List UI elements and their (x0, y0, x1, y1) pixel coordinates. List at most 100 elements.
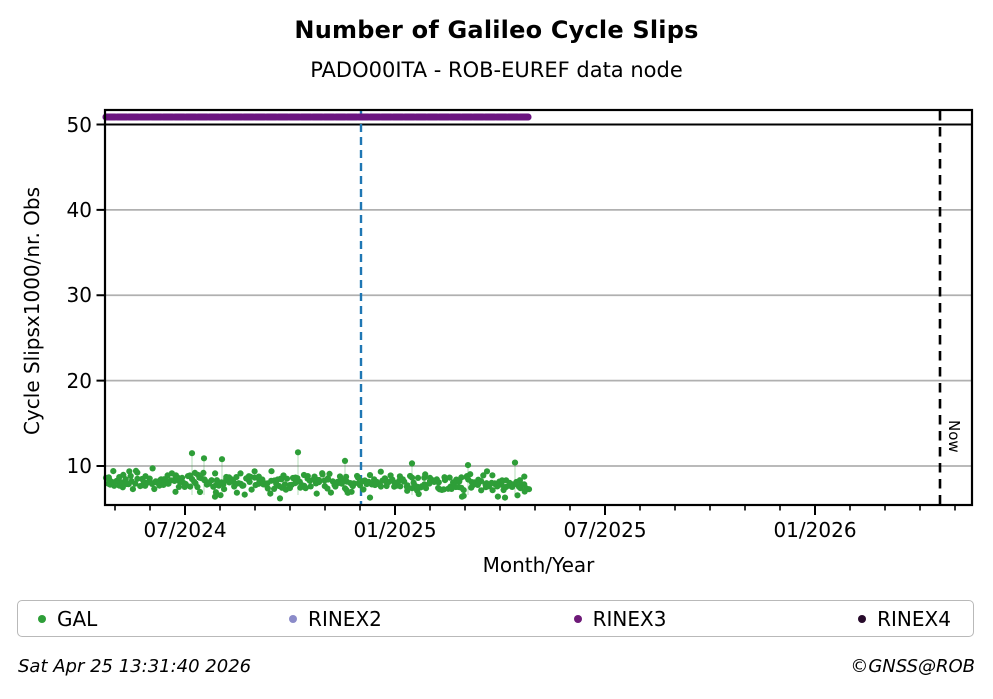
gal-point (491, 480, 498, 487)
gal-point (426, 478, 434, 485)
gal-point (315, 479, 323, 486)
gal-point (321, 477, 328, 484)
gal-point (172, 474, 179, 481)
gal-point (391, 479, 398, 486)
gal-point (286, 485, 293, 492)
gal-point (458, 493, 466, 500)
gal-point (208, 477, 215, 484)
gal-point (255, 473, 262, 480)
gal-point (341, 485, 349, 492)
gal-point (164, 480, 171, 487)
legend-item-rinex4: RINEX4 (858, 607, 951, 631)
gal-point (511, 459, 519, 466)
legend-marker-icon (858, 614, 867, 623)
gal-point (134, 469, 141, 476)
gal-point (251, 468, 258, 475)
gal-point (127, 472, 134, 480)
gal-point (356, 482, 364, 489)
gal-point (212, 470, 219, 477)
gal-point (290, 474, 297, 482)
legend-marker-icon (289, 614, 298, 623)
x-tick-label: 07/2024 (143, 518, 227, 542)
gal-point (393, 481, 400, 488)
gal-point (474, 481, 481, 488)
gal-point (435, 484, 442, 492)
gal-point (434, 479, 441, 486)
gal-point (343, 478, 350, 485)
gal-point (128, 478, 135, 485)
gal-scatter-series (102, 449, 533, 502)
gal-point (280, 472, 287, 479)
gal-point (172, 472, 179, 479)
gal-point (319, 470, 326, 477)
gal-point (180, 479, 187, 486)
gal-point (188, 475, 196, 483)
gal-point (201, 477, 208, 484)
gal-point (137, 483, 144, 490)
gal-point (521, 473, 528, 480)
gal-point (350, 480, 357, 487)
gal-point (162, 476, 169, 483)
gal-point (396, 473, 403, 480)
gal-point (144, 479, 151, 486)
gal-point (301, 482, 308, 489)
gal-point (491, 480, 498, 487)
gal-point (331, 481, 338, 489)
gal-point (142, 482, 149, 489)
gal-point (365, 478, 372, 485)
gal-point (109, 479, 116, 486)
gal-point (336, 479, 344, 486)
chart-title: Number of Galileo Cycle Slips (294, 16, 699, 44)
gal-point (348, 488, 355, 495)
gal-point (307, 483, 314, 490)
gal-point (213, 481, 220, 488)
gal-point (409, 474, 416, 481)
gal-point (379, 477, 386, 484)
gal-point (116, 474, 123, 481)
gal-point (171, 477, 178, 484)
gal-point (120, 471, 127, 478)
gal-point (233, 474, 240, 481)
gal-point (134, 475, 141, 482)
gal-point (174, 474, 181, 481)
gal-point (263, 481, 270, 489)
gal-point (426, 480, 433, 487)
gal-point (468, 484, 475, 491)
gal-point (440, 486, 447, 493)
gal-point (187, 483, 194, 490)
gal-point (324, 476, 332, 483)
gal-point (521, 488, 528, 495)
gal-point (483, 468, 491, 475)
gal-point (110, 468, 117, 475)
gal-point (368, 481, 375, 488)
gal-point (217, 492, 224, 499)
gal-point (482, 484, 489, 491)
gal-point (453, 476, 460, 483)
gal-point (156, 481, 163, 488)
gal-point (268, 468, 275, 475)
gal-point (289, 474, 297, 482)
gal-point (182, 480, 189, 488)
gal-point (211, 493, 219, 500)
gal-point (264, 485, 271, 492)
gal-point (164, 472, 171, 479)
gal-point (283, 475, 291, 482)
gal-point (475, 476, 482, 483)
gal-point (480, 472, 487, 479)
gal-point (489, 472, 496, 479)
y-tick-label: 50 (66, 112, 92, 137)
gal-point (240, 482, 247, 489)
gal-point (446, 474, 453, 481)
gal-point (436, 486, 443, 493)
legend-marker-icon (38, 614, 46, 623)
gal-point (153, 479, 160, 486)
gal-point (415, 490, 422, 498)
gal-point (102, 474, 110, 481)
gal-point (139, 482, 146, 489)
gal-point (460, 487, 467, 494)
gal-point (503, 477, 510, 484)
gal-point (181, 483, 188, 490)
gal-point (107, 481, 114, 488)
gal-point (235, 480, 242, 487)
